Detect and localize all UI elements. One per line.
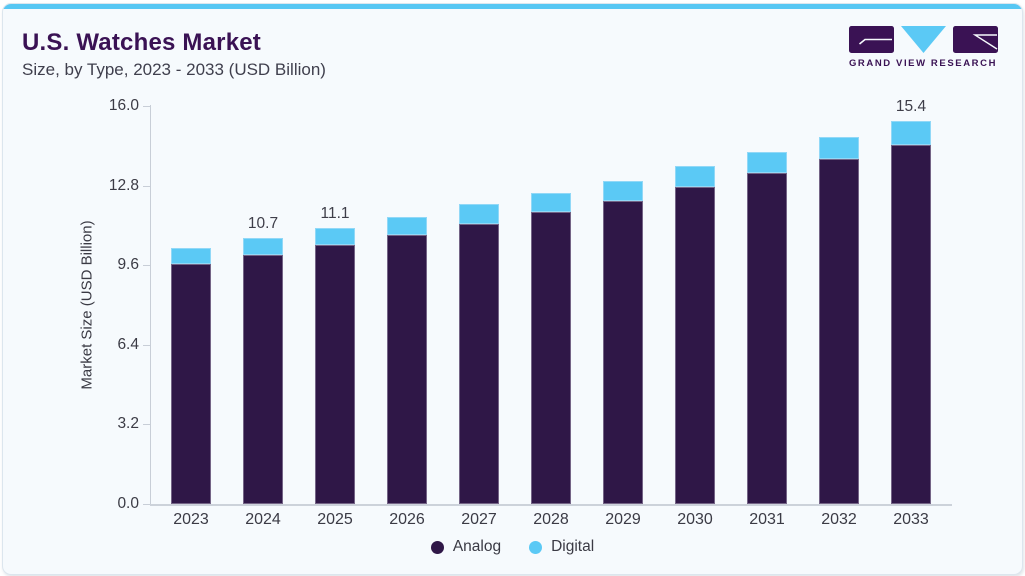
legend-label-digital: Digital — [551, 538, 595, 555]
bar-segment-digital-2026 — [387, 217, 427, 235]
bar-value-label: 10.7 — [247, 215, 279, 232]
y-tick-label: 16.0 — [108, 97, 139, 114]
logo-g-mark-icon — [848, 26, 894, 53]
gvr-logo: GRAND VIEW RESEARCH — [848, 26, 998, 69]
legend-item-digital: Digital — [529, 538, 594, 556]
x-axis-label: 2029 — [605, 511, 641, 528]
bar-segment-digital-2032 — [819, 137, 859, 159]
bar-segment-analog-2025 — [315, 245, 355, 504]
x-axis-label: 2031 — [749, 511, 785, 528]
bar-value-label: 11.1 — [320, 205, 350, 222]
y-tick-label: 12.8 — [108, 177, 139, 194]
x-axis-label: 2025 — [317, 511, 353, 528]
plot-area: 2023 10.7 2024 11.1 2025 2026 2027 2028 2029 2030… — [150, 98, 951, 528]
page-title: U.S. Watches Market — [22, 29, 261, 56]
legend: Analog Digital — [3, 538, 1022, 556]
bar-segment-digital-2030 — [675, 166, 715, 187]
x-axis-line — [150, 504, 952, 506]
bar-segment-digital-2033 — [891, 121, 931, 145]
y-tick-mark — [143, 424, 150, 425]
bar-segment-digital-2029 — [603, 181, 643, 201]
legend-swatch-analog — [430, 540, 444, 554]
legend-swatch-digital — [529, 540, 543, 554]
bar-segment-analog-2024 — [243, 255, 283, 504]
y-tick-mark — [143, 504, 150, 505]
bar-segment-digital-2031 — [747, 152, 787, 173]
y-tick-label: 6.4 — [117, 336, 139, 353]
bar-segment-analog-2032 — [819, 159, 859, 504]
x-axis-label: 2033 — [893, 511, 929, 528]
y-axis-line — [150, 105, 151, 505]
logo-r-mark-icon — [952, 26, 998, 53]
x-axis-label: 2030 — [677, 511, 713, 528]
chart-area: Market Size (USD Billion) 2023 10.7 2024 11… — [3, 4, 1022, 574]
x-axis-label: 2032 — [821, 511, 857, 528]
y-tick-label: 3.2 — [117, 415, 139, 432]
bar-segment-digital-2025 — [315, 228, 355, 245]
bar-segment-digital-2027 — [459, 204, 499, 224]
y-axis-title: Market Size (USD Billion) — [78, 220, 96, 390]
bar-segment-digital-2028 — [531, 193, 571, 212]
x-axis-label: 2023 — [173, 511, 209, 528]
y-tick-mark — [143, 186, 150, 187]
card-top-accent — [3, 4, 1022, 9]
y-tick-mark — [143, 345, 150, 346]
bar-segment-analog-2031 — [747, 173, 787, 504]
bar-segment-digital-2023 — [171, 248, 211, 264]
x-axis-label: 2026 — [389, 511, 425, 528]
legend-label-analog: Analog — [452, 538, 502, 555]
y-tick-mark — [143, 265, 150, 266]
page-subtitle: Size, by Type, 2023 - 2033 (USD Billion) — [22, 60, 326, 79]
bar-segment-analog-2029 — [603, 201, 643, 504]
bar-segment-analog-2028 — [531, 212, 571, 504]
logo-wordmark: GRAND VIEW RESEARCH — [848, 58, 998, 69]
x-axis-label: 2027 — [461, 511, 497, 528]
y-tick-mark — [143, 106, 150, 107]
chart-card: U.S. Watches Market Size, by Type, 2023 … — [2, 3, 1023, 575]
y-tick-label: 9.6 — [117, 256, 139, 273]
gvr-logo-marks — [848, 26, 998, 53]
x-axis-label: 2028 — [533, 511, 569, 528]
bar-segment-analog-2026 — [387, 235, 427, 504]
logo-v-mark-icon — [900, 26, 946, 53]
legend-item-analog: Analog — [430, 538, 502, 556]
x-axis-label: 2024 — [245, 511, 281, 528]
bar-segment-analog-2030 — [675, 187, 715, 504]
bar-segment-analog-2027 — [459, 224, 499, 504]
bar-segment-analog-2033 — [891, 145, 931, 504]
bar-segment-digital-2024 — [243, 238, 283, 255]
y-tick-label: 0.0 — [117, 495, 139, 512]
bar-value-label: 15.4 — [895, 98, 927, 115]
bar-segment-analog-2023 — [171, 264, 211, 504]
